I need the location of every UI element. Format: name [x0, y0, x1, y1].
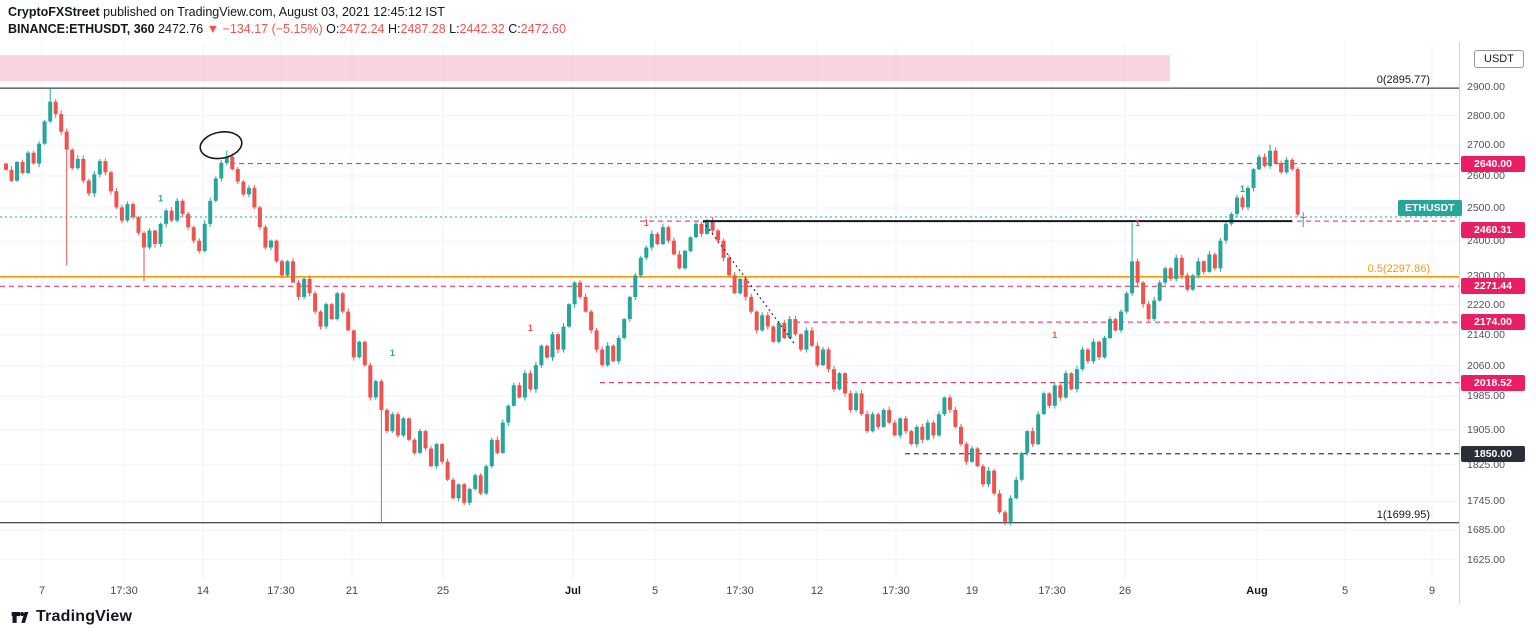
time-axis-label: 19 — [965, 585, 979, 597]
symbol-info-line: BINANCE:ETHUSDT, 360 2472.76 ▼ −134.17 (… — [8, 22, 566, 36]
price-axis-separator — [1459, 42, 1460, 604]
price-level-badge: 1850.00 — [1461, 445, 1525, 462]
signal-marker: 1 — [158, 194, 163, 204]
svg-text:1(1699.95): 1(1699.95) — [1377, 509, 1430, 521]
publish-info: published on TradingView.com, August 03,… — [99, 5, 445, 19]
signal-marker: 1 — [644, 218, 649, 228]
symbol-name[interactable]: BINANCE:ETHUSDT, 360 — [8, 22, 155, 36]
signal-marker: 1 — [390, 348, 395, 358]
currency-badge[interactable]: USDT — [1474, 50, 1524, 68]
chart-canvas[interactable]: 0(2895.77) 0.5(2297.86) 1(1699.95) 1 1 1 1 1 1 1 — [0, 42, 1459, 582]
close-label: C: — [508, 22, 521, 36]
time-axis-label: 17:30 — [882, 585, 910, 597]
price-level-badge: 2460.31 — [1461, 222, 1525, 239]
time-axis-label: Aug — [1246, 585, 1268, 597]
tradingview-brand-text[interactable]: TradingView — [36, 608, 133, 625]
circle-annotation — [199, 131, 243, 160]
low-value: 2442.32 — [459, 22, 505, 36]
price-axis-label: 2220.00 — [1467, 298, 1505, 311]
high-label: H: — [388, 22, 401, 36]
candles — [4, 88, 1306, 526]
time-axis-label: 5 — [651, 585, 659, 597]
time-axis-label: 5 — [1341, 585, 1349, 597]
price-axis-label: 2140.00 — [1467, 328, 1505, 341]
price-change: ▼ −134.17 (−5.15%) — [206, 22, 323, 36]
last-price: 2472.76 — [158, 22, 204, 36]
low-label: L: — [449, 22, 460, 36]
price-axis-label: 2700.00 — [1467, 139, 1505, 152]
svg-text:0.5(2297.86): 0.5(2297.86) — [1368, 263, 1430, 275]
time-axis-label: 26 — [1118, 585, 1132, 597]
price-axis-label: 2600.00 — [1467, 170, 1505, 183]
signal-marker: 1 — [1135, 218, 1140, 228]
open-label: O: — [326, 22, 340, 36]
time-axis-label: 17:30 — [1038, 585, 1066, 597]
price-axis-label: 2900.00 — [1467, 80, 1505, 93]
close-value: 2472.60 — [520, 22, 566, 36]
time-axis-label: Jul — [565, 585, 581, 597]
price-axis[interactable]: USDT 2900.00 2800.00 2700.00 2600.00 2500.00… — [1460, 42, 1536, 582]
time-axis-label: 12 — [810, 585, 824, 597]
signal-marker: 1 — [1240, 184, 1245, 194]
price-axis-label: 2400.00 — [1467, 235, 1505, 248]
time-axis-label: 7 — [38, 585, 46, 597]
time-axis-label: 21 — [345, 585, 359, 597]
price-axis-label: 2800.00 — [1467, 109, 1505, 122]
dotted-trendline — [702, 220, 796, 345]
signal-marker: 1 — [528, 323, 533, 333]
price-axis-label: 2060.00 — [1467, 360, 1505, 372]
open-value: 2472.24 — [339, 22, 385, 36]
price-axis-label: 1905.00 — [1467, 423, 1505, 436]
symbol-price-badge: ETHUSDT — [1398, 200, 1462, 217]
publisher-name: CryptoFXStreet — [8, 5, 100, 19]
time-axis-label: 14 — [196, 585, 210, 597]
price-axis-label: 1985.00 — [1467, 390, 1505, 403]
time-axis-label: 17:30 — [267, 585, 295, 597]
signal-marker: 1 — [1052, 330, 1057, 340]
price-level-badge: 2640.00 — [1461, 155, 1525, 172]
tradingview-logo-icon[interactable] — [10, 607, 30, 627]
high-value: 2487.28 — [400, 22, 446, 36]
time-axis-label: 25 — [436, 585, 450, 597]
tradingview-attribution[interactable]: TradingView — [10, 607, 132, 627]
svg-text:0(2895.77): 0(2895.77) — [1377, 74, 1430, 86]
time-axis-label: 17:30 — [110, 585, 138, 597]
price-level-badge: 2271.44 — [1461, 278, 1525, 295]
price-axis-label: 1625.00 — [1467, 553, 1505, 566]
price-axis-label: 1825.00 — [1467, 458, 1505, 471]
time-axis-label: 9 — [1428, 585, 1436, 597]
publish-line: CryptoFXStreet published on TradingView.… — [8, 5, 445, 19]
price-level-badge: 2018.52 — [1461, 374, 1525, 391]
price-level-badge: 2174.00 — [1461, 314, 1525, 331]
price-axis-label: 1745.00 — [1467, 495, 1505, 508]
time-axis[interactable]: 7 17:30 14 17:30 21 25 Jul 5 17:30 12 17:30 19 17:30… — [0, 582, 1459, 604]
price-axis-label: 2500.00 — [1467, 202, 1505, 215]
price-axis-label: 1685.00 — [1467, 524, 1505, 536]
time-axis-label: 17:30 — [726, 585, 754, 597]
